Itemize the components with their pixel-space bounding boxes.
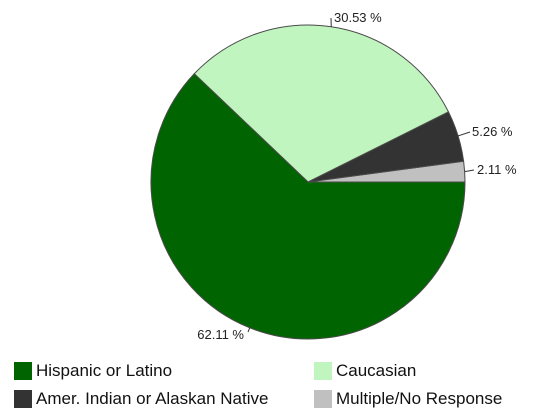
leader-line-amer-indian-or-alaskan-native	[457, 131, 471, 137]
legend-label-amer-indian-or-alaskan-native: Amer. Indian or Alaskan Native	[36, 389, 269, 408]
legend-item-hispanic-or-latino: Hispanic or Latino	[14, 360, 172, 382]
legend-swatch-multiple-no-response	[314, 390, 332, 408]
legend-item-caucasian: Caucasian	[314, 360, 416, 382]
leader-line-multiple-no-response	[464, 169, 475, 173]
leader-line-hispanic-or-latino	[247, 327, 251, 333]
legend: Hispanic or Latino Caucasian Amer. India…	[0, 358, 537, 410]
legend-swatch-hispanic-or-latino	[14, 362, 32, 380]
legend-swatch-caucasian	[314, 362, 332, 380]
data-label-caucasian: 30.53 %	[334, 10, 382, 25]
legend-label-caucasian: Caucasian	[336, 361, 417, 380]
label-leader-lines	[247, 17, 475, 333]
legend-item-multiple-no-response: Multiple/No Response	[314, 388, 502, 410]
data-label-amer-indian-or-alaskan-native: 5.26 %	[472, 124, 513, 139]
pie-slice-hispanic-or-latino	[150, 73, 466, 340]
legend-label-multiple-no-response: Multiple/No Response	[336, 389, 503, 408]
pie-slices	[150, 24, 466, 340]
pie-slice-caucasian	[193, 24, 450, 183]
pie-chart: 30.53 % 5.26 % 2.11 % 62.11 %	[150, 10, 517, 342]
legend-swatch-amer-indian-or-alaskan-native	[14, 390, 32, 408]
data-label-hispanic-or-latino: 62.11 %	[197, 327, 244, 342]
legend-label-hispanic-or-latino: Hispanic or Latino	[36, 361, 173, 380]
legend-item-amer-indian-or-alaskan-native: Amer. Indian or Alaskan Native	[14, 388, 268, 410]
data-labels: 30.53 % 5.26 % 2.11 % 62.11 %	[197, 10, 517, 342]
data-label-multiple-no-response: 2.11 %	[477, 162, 517, 177]
